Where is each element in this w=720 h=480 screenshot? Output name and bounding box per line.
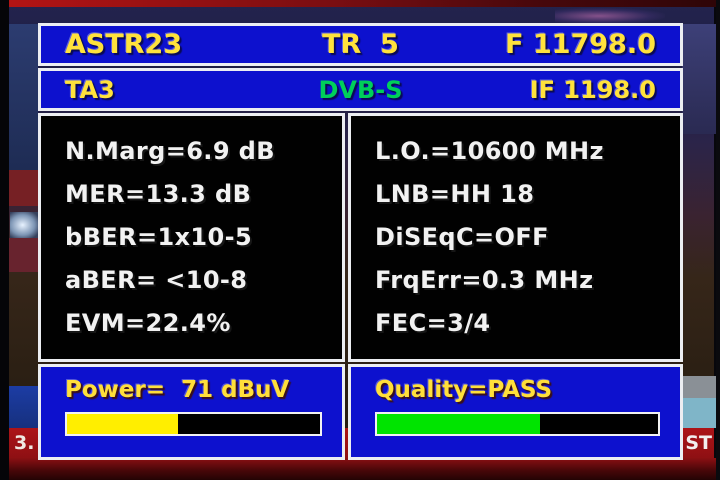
measurement-area: N.Marg=6.9 dB MER=13.3 dB bBER=1x10-5 aB… (38, 113, 683, 362)
power-meter (65, 412, 322, 436)
background-left-blue-block (8, 386, 38, 428)
screen-edge-left (0, 0, 9, 480)
if-frequency-value: IF 1198.0 (529, 75, 656, 104)
ticker-left-text: 3. (14, 432, 35, 454)
quality-panel: Quality=PASS (348, 364, 683, 460)
channel-name: ASTR23 (65, 29, 183, 60)
background-left-sky (8, 24, 38, 170)
osd-subheader-bar: TA3 DVB-S IF 1198.0 (38, 68, 683, 111)
signal-measurements-panel: N.Marg=6.9 dB MER=13.3 dB bBER=1x10-5 aB… (38, 113, 345, 362)
provider-name: TA3 (65, 75, 115, 104)
bber-row: bBER=1x10-5 (65, 223, 253, 251)
background-right-cyan-block (682, 398, 716, 428)
frequency-value: F 11798.0 (505, 29, 656, 60)
modulation-system: DVB-S (318, 75, 403, 104)
quality-meter (375, 412, 660, 436)
background-left-ground (8, 272, 38, 388)
background-right-grey-block (682, 376, 716, 398)
quality-meter-fill (377, 414, 540, 434)
background-left-redband (8, 238, 38, 272)
frequency-error-row: FrqErr=0.3 MHz (375, 266, 594, 294)
background-light-glint (555, 8, 665, 24)
background-left-light (10, 212, 38, 238)
aber-row: aBER= <10-8 (65, 266, 248, 294)
background-bottom-band (0, 458, 720, 480)
fec-row: FEC=3/4 (375, 309, 491, 337)
background-right-top (682, 24, 716, 134)
power-panel: Power= 71 dBuV (38, 364, 345, 460)
noise-margin-row: N.Marg=6.9 dB (65, 137, 275, 165)
satmeter-osd: ASTR23 TR 5 F 11798.0 TA3 DVB-S IF 1198.… (38, 23, 683, 460)
diseqc-row: DiSEqC=OFF (375, 223, 549, 251)
level-bars-area: Power= 71 dBuV Quality=PASS (38, 364, 683, 460)
lnb-settings-panel: L.O.=10600 MHz LNB=HH 18 DiSEqC=OFF FrqE… (348, 113, 683, 362)
evm-row: EVM=22.4% (65, 309, 231, 337)
screen-edge-right (716, 0, 720, 480)
lnb-row: LNB=HH 18 (375, 180, 535, 208)
osd-header-bar: ASTR23 TR 5 F 11798.0 (38, 23, 683, 66)
power-meter-fill (67, 414, 179, 434)
mer-row: MER=13.3 dB (65, 180, 252, 208)
quality-label: Quality=PASS (375, 377, 553, 403)
power-label: Power= 71 dBuV (65, 377, 290, 403)
transponder-number: TR 5 (322, 29, 399, 60)
background-left-roof (8, 170, 38, 206)
lo-frequency-row: L.O.=10600 MHz (375, 137, 604, 165)
background-red-strip (0, 0, 720, 7)
ticker-right-text: ST (685, 432, 712, 454)
